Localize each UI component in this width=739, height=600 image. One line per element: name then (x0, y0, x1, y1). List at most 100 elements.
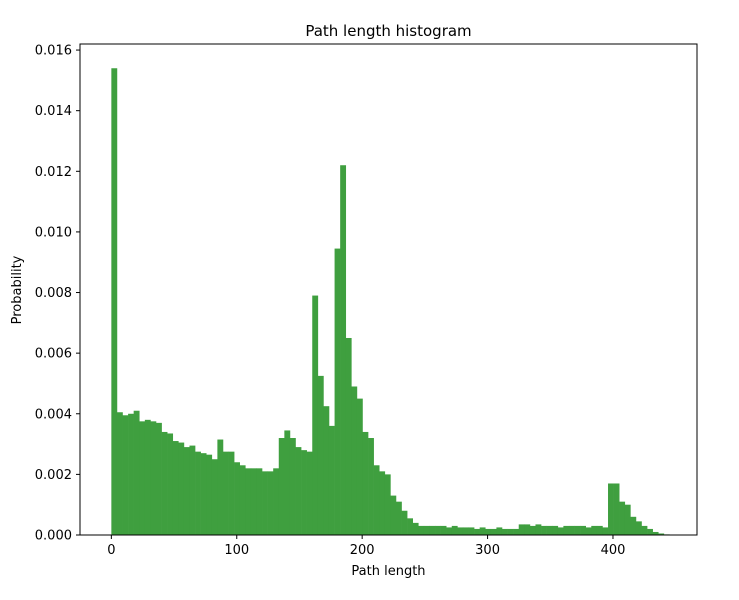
histogram-bar (529, 525, 536, 535)
histogram-bar (401, 510, 408, 535)
histogram-bar (139, 421, 146, 535)
histogram-bar (608, 483, 614, 535)
histogram-bar (641, 525, 648, 535)
histogram-bar (418, 525, 425, 535)
histogram-bar (245, 468, 252, 535)
histogram-bar (356, 398, 363, 535)
bars-layer (111, 68, 670, 536)
y-tick-label: 0.012 (35, 165, 72, 180)
histogram-bar (658, 533, 665, 535)
histogram-bar (602, 527, 609, 535)
histogram-bar (580, 525, 586, 535)
histogram-bar (630, 516, 637, 535)
histogram-bar (474, 528, 480, 535)
histogram-bar (189, 445, 196, 535)
histogram-bar (468, 527, 475, 535)
x-tick-label: 100 (224, 543, 249, 558)
histogram-bar (301, 450, 307, 535)
histogram-bar (256, 468, 263, 535)
histogram-bar (144, 419, 151, 535)
histogram-bar (273, 468, 280, 535)
x-axis-ticks: 0 100 200 300 400 (107, 535, 625, 558)
histogram-bar (317, 375, 324, 535)
histogram-bar (541, 525, 547, 535)
y-tick-label: 0.010 (35, 225, 72, 240)
histogram-bar (122, 415, 129, 535)
histogram-bar (574, 525, 581, 535)
histogram-bar (524, 524, 531, 535)
y-tick-label: 0.014 (35, 104, 72, 119)
x-tick-label: 400 (601, 543, 626, 558)
histogram-bar (591, 525, 598, 535)
histogram-bar (552, 525, 559, 535)
histogram-bar (490, 528, 497, 535)
histogram-bar (513, 528, 520, 535)
histogram-bar (250, 468, 257, 535)
histogram-bar (172, 441, 179, 535)
histogram-bar (211, 459, 218, 535)
x-axis-label: Path length (351, 564, 425, 579)
histogram-bar (384, 474, 391, 535)
histogram-bar (585, 527, 592, 535)
plot-frame (79, 43, 698, 536)
histogram-bar (239, 465, 246, 535)
y-tick-label: 0.006 (35, 347, 72, 362)
histogram-bar (351, 386, 358, 535)
x-tick-label: 200 (350, 543, 375, 558)
histogram-bar (423, 525, 430, 535)
x-tick-label: 0 (107, 543, 115, 558)
histogram-bar (395, 501, 402, 535)
histogram-bar (440, 525, 447, 535)
histogram-bar (624, 504, 631, 535)
histogram-bar (462, 527, 469, 535)
histogram-bar (284, 430, 291, 535)
histogram-bar (635, 521, 642, 535)
histogram-bar (507, 528, 514, 535)
histogram-bar (217, 439, 224, 535)
y-tick-label: 0.016 (35, 44, 72, 59)
histogram-bar (161, 431, 168, 535)
histogram-bar (183, 447, 190, 535)
y-tick-label: 0.004 (35, 407, 72, 422)
histogram-bar (647, 528, 653, 535)
histogram-bar (412, 522, 419, 535)
histogram-bar (278, 438, 285, 535)
histogram-bar (200, 453, 207, 535)
histogram-bar (379, 471, 386, 535)
histogram-bar (289, 438, 296, 535)
histogram-bar (262, 471, 268, 535)
histogram-bar (652, 531, 659, 535)
histogram-bar (479, 527, 486, 535)
histogram-bar (228, 451, 235, 535)
x-tick-label: 300 (475, 543, 500, 558)
histogram-bar (267, 471, 274, 535)
histogram-bar (167, 433, 174, 535)
histogram-bar (596, 525, 603, 535)
histogram-bar (535, 524, 542, 535)
histogram-bar (501, 528, 508, 535)
histogram-bar (323, 406, 330, 535)
histogram-bar (368, 438, 374, 535)
histogram-bar (195, 451, 201, 535)
histogram-bar (518, 524, 525, 535)
histogram-bar (435, 525, 441, 535)
histogram-bar (345, 337, 352, 535)
histogram-bar (295, 447, 302, 535)
histogram-bar (619, 501, 626, 535)
histogram-bar (312, 295, 319, 535)
histogram-bar (150, 421, 157, 535)
histogram-bar (156, 422, 162, 535)
y-tick-label: 0.002 (35, 468, 72, 483)
y-axis-label: Probability (10, 255, 25, 324)
histogram-bar (128, 413, 134, 535)
chart-title: Path length histogram (305, 22, 471, 40)
y-axis-ticks: 0.000 0.002 0.004 0.006 0.008 0.010 0.012 0.014… (35, 44, 80, 544)
histogram-bar (362, 431, 369, 535)
histogram-bar (373, 465, 380, 535)
histogram-bar (557, 527, 564, 535)
histogram-bar (133, 410, 140, 535)
histogram-bar (234, 462, 240, 535)
histogram-bar (485, 528, 492, 535)
